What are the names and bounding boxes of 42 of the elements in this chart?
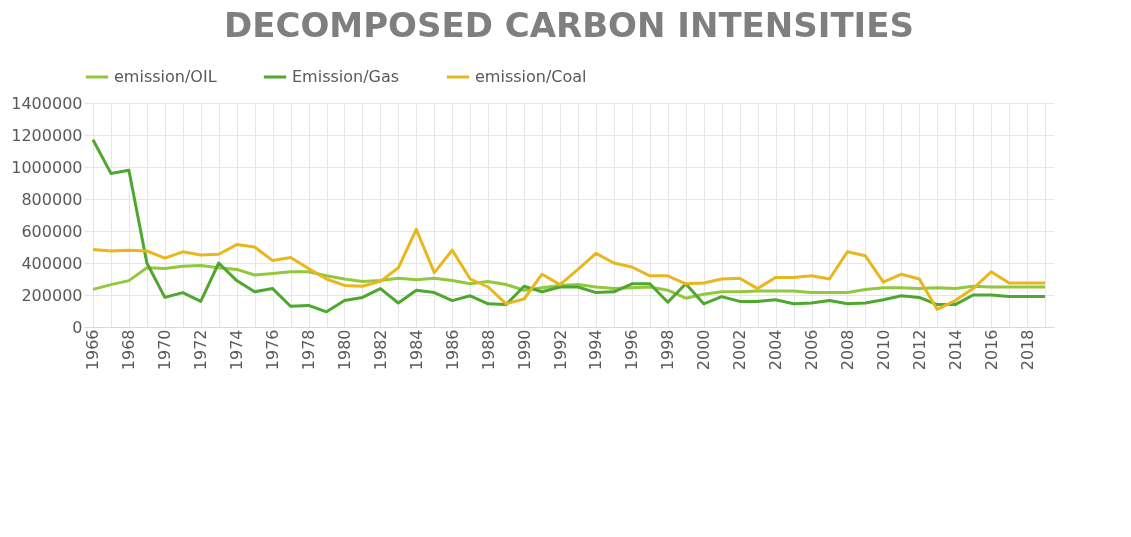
x-tick-label: 2010 [873, 329, 893, 371]
x-tick-label: 1972 [191, 329, 211, 371]
y-tick-label: 600000 [21, 221, 83, 241]
x-tick-label: 2006 [802, 329, 821, 371]
y-tick-label: 800000 [21, 189, 83, 209]
x-tick-label: 2014 [945, 329, 965, 371]
x-tick-label: 1974 [227, 329, 247, 371]
x-tick-label: 2002 [730, 329, 750, 371]
y-tick-label: 400000 [21, 253, 83, 273]
line-series [91, 263, 1047, 300]
x-tick-label: 1992 [550, 329, 570, 371]
x-tick-label: 2018 [1017, 329, 1037, 371]
x-tick-label: 1994 [586, 329, 606, 371]
x-tick-label: 1982 [370, 329, 390, 371]
x-tick-label: 1986 [442, 329, 462, 371]
x-tick-label: 1988 [478, 329, 498, 371]
x-tick-label: 1976 [263, 329, 283, 371]
chart-title: DECOMPOSED CARBON INTENSITIES [224, 5, 914, 45]
y-tick-label: 0 [72, 317, 83, 337]
x-tick-label: 1996 [622, 329, 642, 371]
x-tick-label: 1980 [334, 329, 354, 371]
legend-label: Emission/Gas [292, 67, 400, 86]
y-tick-label: 200000 [21, 285, 83, 305]
x-tick-label: 1990 [514, 329, 534, 371]
y-tick-label: 1400000 [11, 93, 83, 113]
x-tick-label: 2000 [694, 329, 714, 371]
x-tick-label: 2012 [909, 329, 929, 371]
x-tick-label: 1978 [299, 329, 319, 371]
x-tick-label: 1984 [406, 329, 426, 371]
x-tick-label: 2004 [766, 329, 786, 371]
x-tick-label: 2016 [981, 329, 1001, 371]
legend-label: emission/Coal [475, 67, 587, 86]
x-tick-label: 1998 [658, 329, 678, 371]
x-tick-label: 1966 [83, 329, 103, 371]
y-tick-label: 1200000 [11, 125, 83, 145]
line-series [91, 227, 1047, 311]
x-tick-label: 1970 [155, 329, 175, 371]
y-tick-label: 1000000 [11, 157, 83, 177]
x-tick-label: 1968 [119, 329, 139, 371]
legend-label: emission/OIL [114, 67, 217, 86]
line-series [91, 138, 1047, 314]
x-tick-label: 2008 [837, 329, 857, 371]
